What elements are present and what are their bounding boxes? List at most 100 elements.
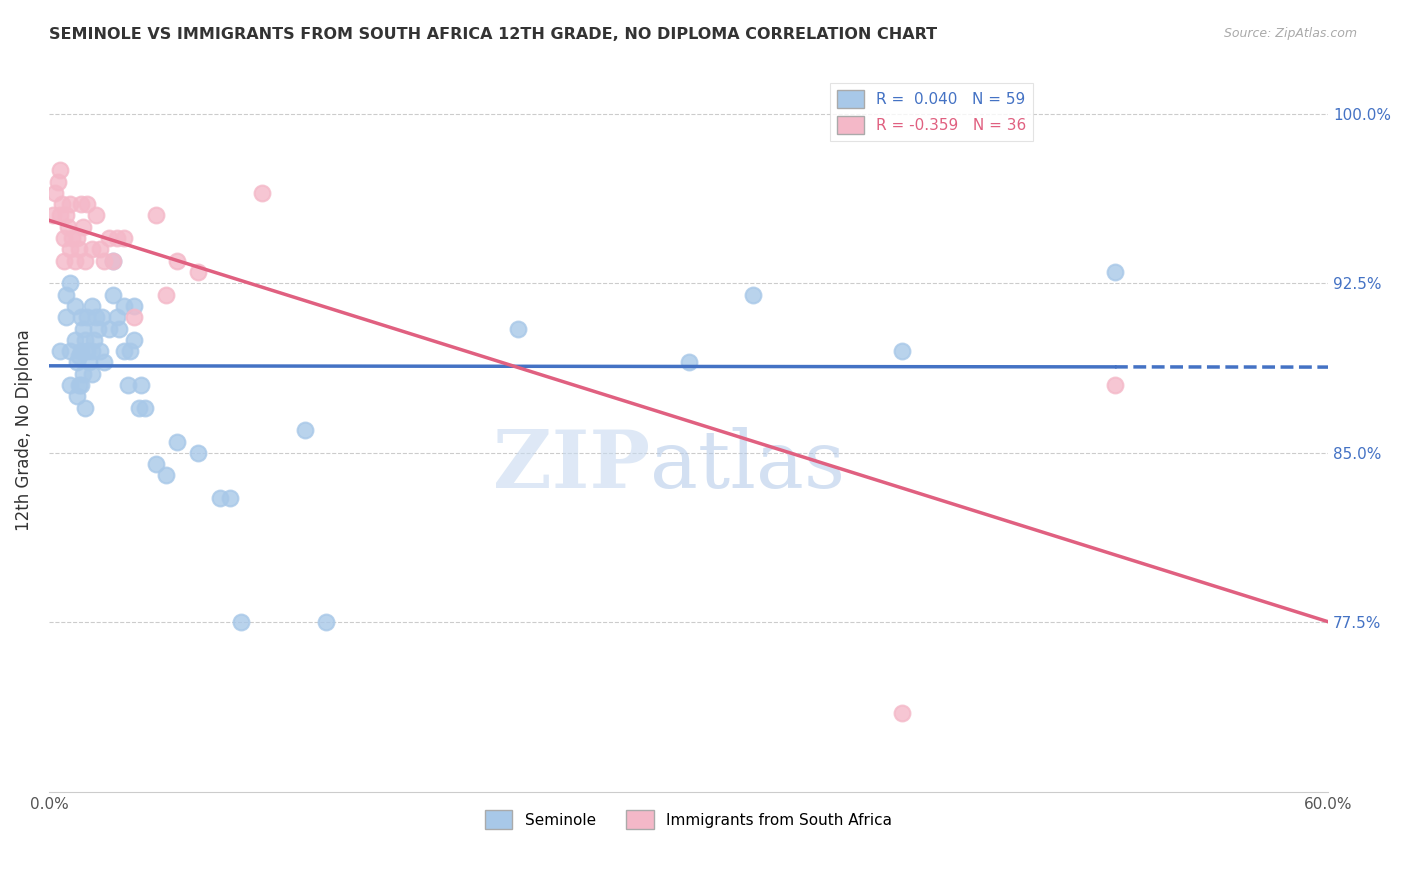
Point [87,321,110,335]
Point [166,253,188,268]
Point [75,253,97,268]
Point [62,231,84,245]
Point [122,299,145,313]
Point [52,253,75,268]
Point [1104,265,1126,279]
Point [80,299,103,313]
Point [315,615,337,630]
Point [59,197,82,211]
Point [67,349,90,363]
Point [155,287,177,301]
Point [108,321,131,335]
Point [80,367,103,381]
Point [52,231,75,245]
Point [66,231,89,245]
Point [97,321,120,335]
Point [51,197,73,211]
Point [84,209,107,223]
Point [80,243,103,257]
Point [187,265,209,279]
Point [145,209,167,223]
Point [187,446,209,460]
Point [890,344,912,359]
Point [76,197,98,211]
Point [83,333,105,347]
Point [48,209,70,223]
Point [72,219,94,234]
Point [59,277,82,291]
Point [890,706,912,720]
Point [66,355,89,369]
Point [105,231,128,245]
Point [70,378,93,392]
Point [506,321,529,335]
Point [76,344,98,359]
Point [112,299,135,313]
Point [75,401,97,415]
Point [101,287,124,301]
Text: ZIP: ZIP [494,427,650,506]
Point [101,253,124,268]
Point [70,197,93,211]
Point [89,243,111,257]
Point [145,457,167,471]
Point [55,209,77,223]
Point [229,615,252,630]
Point [79,355,101,369]
Point [76,310,98,325]
Point [48,163,70,178]
Point [678,355,700,369]
Point [55,310,77,325]
Point [67,243,90,257]
Point [112,344,135,359]
Point [128,401,150,415]
Point [93,253,115,268]
Point [117,378,139,392]
Point [122,310,145,325]
Point [72,321,94,335]
Text: Source: ZipAtlas.com: Source: ZipAtlas.com [1223,27,1357,40]
Point [46,175,69,189]
Point [42,209,65,223]
Point [59,243,82,257]
Point [63,299,86,313]
Point [294,423,316,437]
Point [67,378,90,392]
Point [91,310,114,325]
Point [75,333,97,347]
Point [72,367,94,381]
Point [55,287,77,301]
Point [44,186,66,200]
Point [741,287,763,301]
Point [155,468,177,483]
Text: atlas: atlas [650,427,845,506]
Point [166,434,188,449]
Point [122,333,145,347]
Point [59,378,82,392]
Point [84,310,107,325]
Text: SEMINOLE VS IMMIGRANTS FROM SOUTH AFRICA 12TH GRADE, NO DIPLOMA CORRELATION CHAR: SEMINOLE VS IMMIGRANTS FROM SOUTH AFRICA… [49,27,938,42]
Point [105,310,128,325]
Point [66,389,89,403]
Legend: Seminole, Immigrants from South Africa: Seminole, Immigrants from South Africa [479,804,898,835]
Point [101,253,124,268]
Point [70,344,93,359]
Point [93,355,115,369]
Point [89,344,111,359]
Point [219,491,242,505]
Point [70,310,93,325]
Point [80,344,103,359]
Point [118,344,141,359]
Point [97,231,120,245]
Point [48,344,70,359]
Point [250,186,273,200]
Point [63,253,86,268]
Point [63,333,86,347]
Point [1104,378,1126,392]
Point [134,401,156,415]
Point [59,344,82,359]
Point [129,378,152,392]
Y-axis label: 12th Grade, No Diploma: 12th Grade, No Diploma [15,329,32,531]
Point [208,491,231,505]
Point [112,231,135,245]
